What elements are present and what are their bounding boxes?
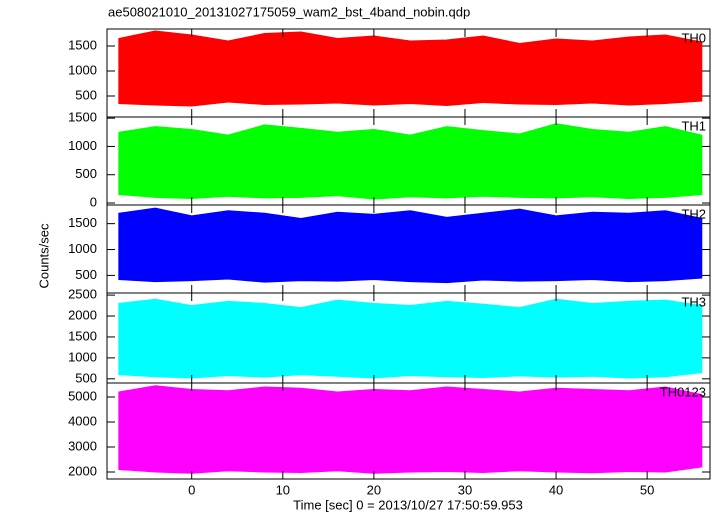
- x-tick-label: 10: [276, 482, 290, 497]
- y-tick-label: 2000: [68, 463, 97, 478]
- y-tick-label: 1000: [68, 349, 97, 364]
- legend-label: TH3: [681, 294, 706, 309]
- y-tick-label: 2500: [68, 287, 97, 302]
- y-tick-label: 1000: [68, 241, 97, 256]
- y-tick-label: 5000: [68, 388, 97, 403]
- y-tick-label: 1000: [68, 62, 97, 77]
- y-tick-label: 1000: [68, 138, 97, 153]
- data-area: [118, 385, 703, 474]
- legend-label: TH0123: [660, 384, 706, 399]
- x-tick-label: 30: [458, 482, 472, 497]
- y-tick-label: 500: [75, 166, 97, 181]
- legend-label: TH2: [681, 206, 706, 221]
- data-area: [118, 207, 703, 284]
- y-tick-label: 1500: [68, 37, 97, 52]
- y-tick-label: 500: [75, 370, 97, 385]
- x-tick-label: 50: [640, 482, 654, 497]
- panel-frame: [106, 382, 711, 480]
- data-area: [118, 298, 703, 379]
- y-tick-label: 3000: [68, 438, 97, 453]
- x-tick-label: 0: [188, 482, 195, 497]
- y-axis-label: Counts/sec: [36, 223, 51, 289]
- y-tick-label: 1500: [68, 328, 97, 343]
- x-axis-label: Time [sec] 0 = 2013/10/27 17:50:59.953: [293, 497, 523, 512]
- legend-label: TH0: [681, 30, 706, 45]
- y-tick-label: 4000: [68, 413, 97, 428]
- y-tick-label: 500: [75, 267, 97, 282]
- x-tick-label: 20: [367, 482, 381, 497]
- data-area: [118, 30, 703, 107]
- y-tick-label: 1500: [68, 215, 97, 230]
- chart-title: ae508021010_20131027175059_wam2_bst_4ban…: [108, 4, 470, 19]
- x-tick-label: 40: [549, 482, 563, 497]
- y-tick-label: 500: [75, 87, 97, 102]
- y-tick-label: 1500: [68, 110, 97, 125]
- y-tick-label: 2000: [68, 307, 97, 322]
- data-area: [118, 123, 703, 200]
- y-tick-label: 0: [90, 194, 97, 209]
- legend-label: TH1: [681, 118, 706, 133]
